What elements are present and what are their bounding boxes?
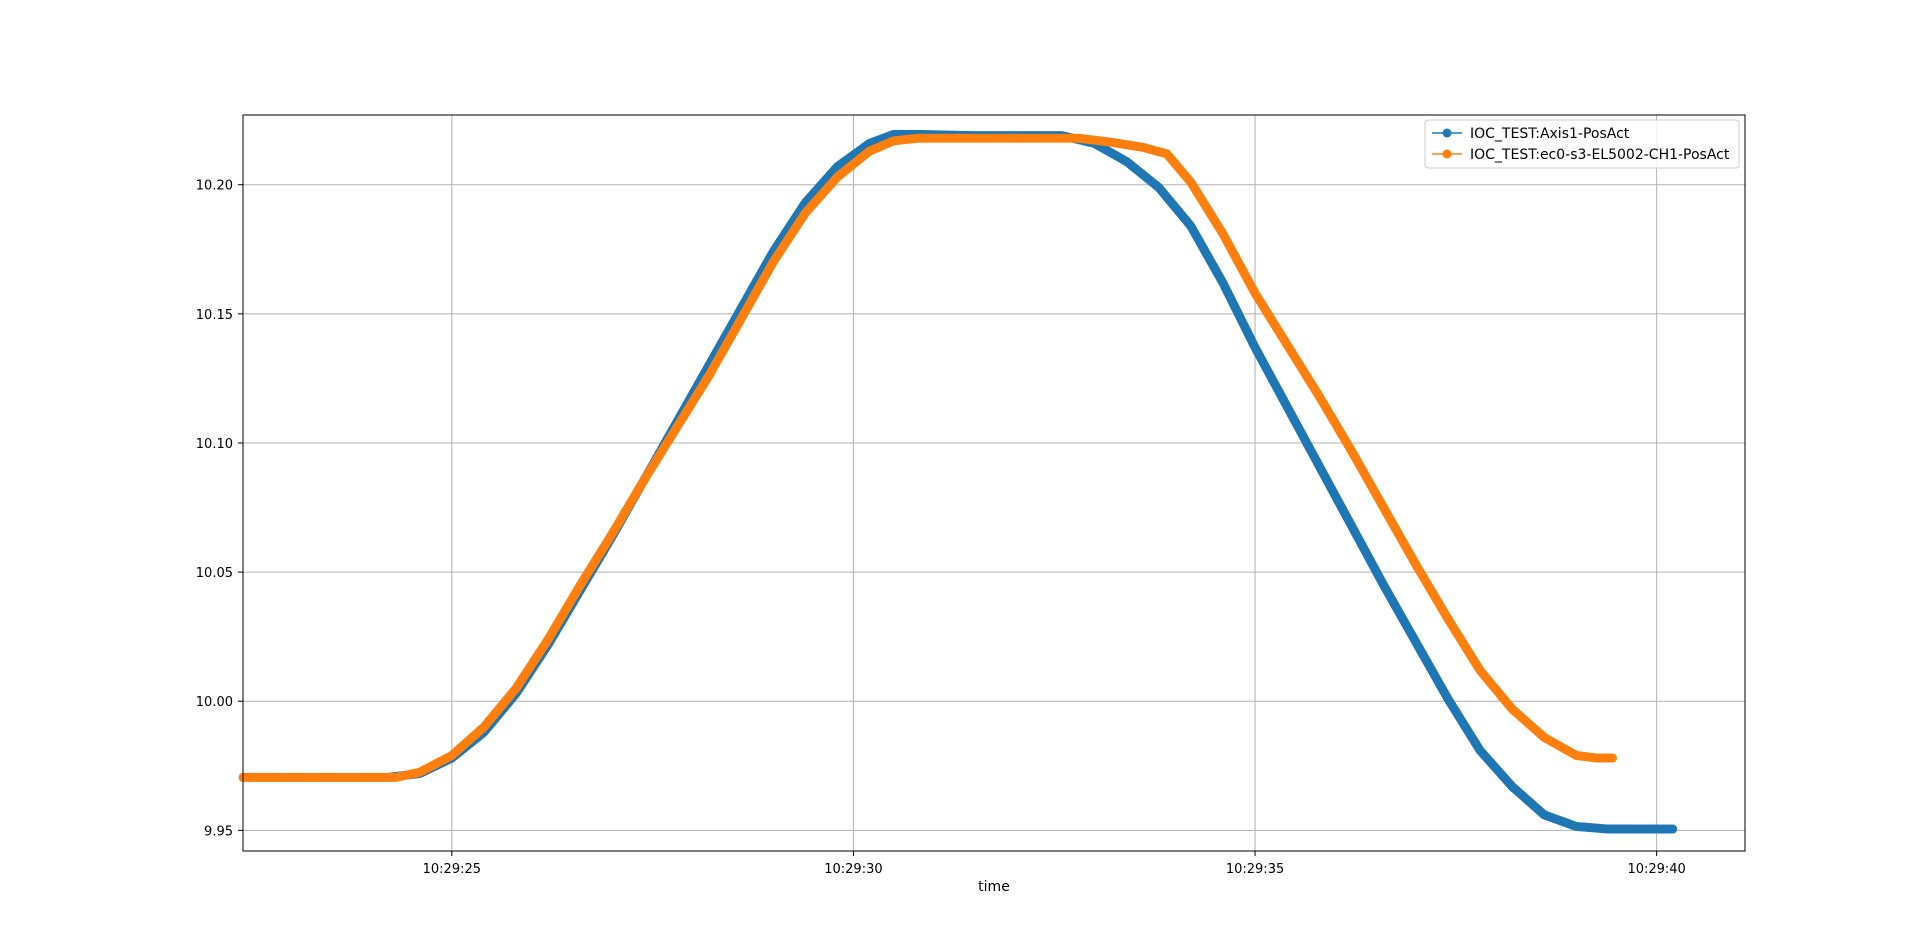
series-1-point-1371 bbox=[1607, 753, 1617, 763]
series-1 bbox=[238, 133, 1617, 782]
y-tick-label-5: 10.20 bbox=[196, 179, 233, 194]
series-markers-1 bbox=[238, 133, 1617, 782]
y-tick-label-2: 10.05 bbox=[196, 566, 233, 581]
legend-entry-0: IOC_TEST:Axis1-PosAct bbox=[1432, 126, 1630, 142]
y-tick-label-4: 10.15 bbox=[196, 308, 233, 323]
plot-frame bbox=[242, 114, 1746, 852]
legend-label-0: IOC_TEST:Axis1-PosAct bbox=[1470, 126, 1630, 142]
y-tick-label-1: 10.00 bbox=[196, 695, 233, 710]
legend-marker-0 bbox=[1442, 128, 1452, 138]
y-tick-label-0: 9.95 bbox=[204, 824, 233, 839]
x-tick-label-1: 10:29:30 bbox=[824, 862, 882, 877]
grid bbox=[243, 115, 1745, 851]
legend: IOC_TEST:Axis1-PosAct IOC_TEST:ec0-s3-EL5… bbox=[1424, 119, 1740, 169]
y-axis-ticks: 9.95 10.00 10.05 10.10 10.15 10.20 bbox=[196, 179, 243, 839]
x-axis-label: time bbox=[978, 879, 1010, 895]
plot-series bbox=[238, 129, 1678, 834]
x-tick-label-3: 10:29:40 bbox=[1627, 862, 1685, 877]
series-0-point-1352 bbox=[1668, 824, 1678, 834]
x-tick-label-2: 10:29:35 bbox=[1226, 862, 1284, 877]
y-tick-label-3: 10.10 bbox=[196, 437, 233, 452]
legend-box bbox=[1424, 119, 1740, 169]
x-tick-label-0: 10:29:25 bbox=[423, 862, 481, 877]
x-axis-ticks: 10:29:25 10:29:30 10:29:35 10:29:40 bbox=[423, 851, 1686, 877]
legend-marker-1 bbox=[1442, 149, 1452, 159]
legend-entry-1: IOC_TEST:ec0-s3-EL5002-CH1-PosAct bbox=[1432, 147, 1730, 163]
legend-label-1: IOC_TEST:ec0-s3-EL5002-CH1-PosAct bbox=[1470, 147, 1730, 163]
